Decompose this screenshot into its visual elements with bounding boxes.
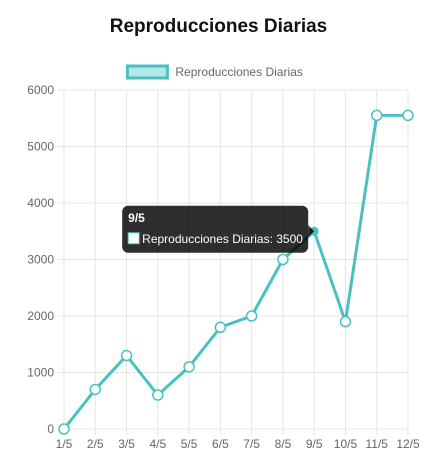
y-tick-label: 6000: [27, 83, 54, 97]
data-point[interactable]: [152, 389, 164, 401]
data-point[interactable]: [402, 109, 414, 122]
axes: 0 1000 2000 3000 4000 5000 6000 1/5 2/5 3/5 4/5 5/5…: [27, 83, 420, 451]
data-point[interactable]: [58, 423, 70, 435]
tooltip-label: Reproducciones Diarias: 3500: [142, 232, 303, 246]
x-tick-label: 2/5: [87, 437, 104, 451]
legend-label[interactable]: Reproducciones Diarias: [175, 65, 302, 79]
x-tick-label: 4/5: [149, 437, 166, 451]
x-tick-label: 6/5: [212, 437, 229, 451]
x-tick-label: 9/5: [306, 437, 323, 451]
data-point[interactable]: [277, 253, 289, 266]
x-tick-label: 11/5: [365, 437, 388, 451]
y-tick-label: 5000: [27, 140, 54, 154]
x-tick-label: 10/5: [334, 437, 358, 451]
data-point[interactable]: [183, 361, 195, 373]
x-tick-label: 3/5: [118, 437, 135, 451]
legend[interactable]: Reproducciones Diarias: [125, 64, 303, 80]
tooltip-caret: [308, 225, 315, 238]
tooltip-title: 9/5: [128, 211, 145, 225]
y-tick-label: 1000: [27, 366, 54, 380]
y-tick-label: 2000: [27, 309, 54, 323]
tooltip-swatch: [127, 232, 140, 245]
x-tick-label: 7/5: [243, 437, 260, 451]
data-point[interactable]: [89, 383, 102, 396]
x-tick-label: 1/5: [56, 437, 73, 451]
data-point[interactable]: [120, 349, 133, 362]
data-point[interactable]: [339, 315, 352, 328]
data-points[interactable]: [58, 109, 414, 435]
data-point[interactable]: [214, 321, 227, 334]
y-tick-label: 0: [47, 422, 54, 436]
legend-swatch[interactable]: [125, 64, 169, 80]
x-tick-label: 12/5: [396, 437, 420, 451]
chart-title: Reproducciones Diarias: [109, 16, 328, 37]
tooltip: 9/5 Reproducciones Diarias: 3500: [122, 205, 315, 253]
data-point[interactable]: [245, 310, 258, 322]
data-point[interactable]: [370, 109, 383, 122]
x-tick-label: 8/5: [275, 437, 292, 451]
y-tick-label: 3000: [27, 253, 54, 267]
y-tick-label: 4000: [27, 196, 54, 210]
x-tick-label: 5/5: [181, 437, 198, 451]
tooltip-box: [122, 205, 309, 253]
series-layer: [62, 113, 408, 430]
grid-lines: [58, 89, 409, 435]
series-line: [62, 113, 408, 430]
